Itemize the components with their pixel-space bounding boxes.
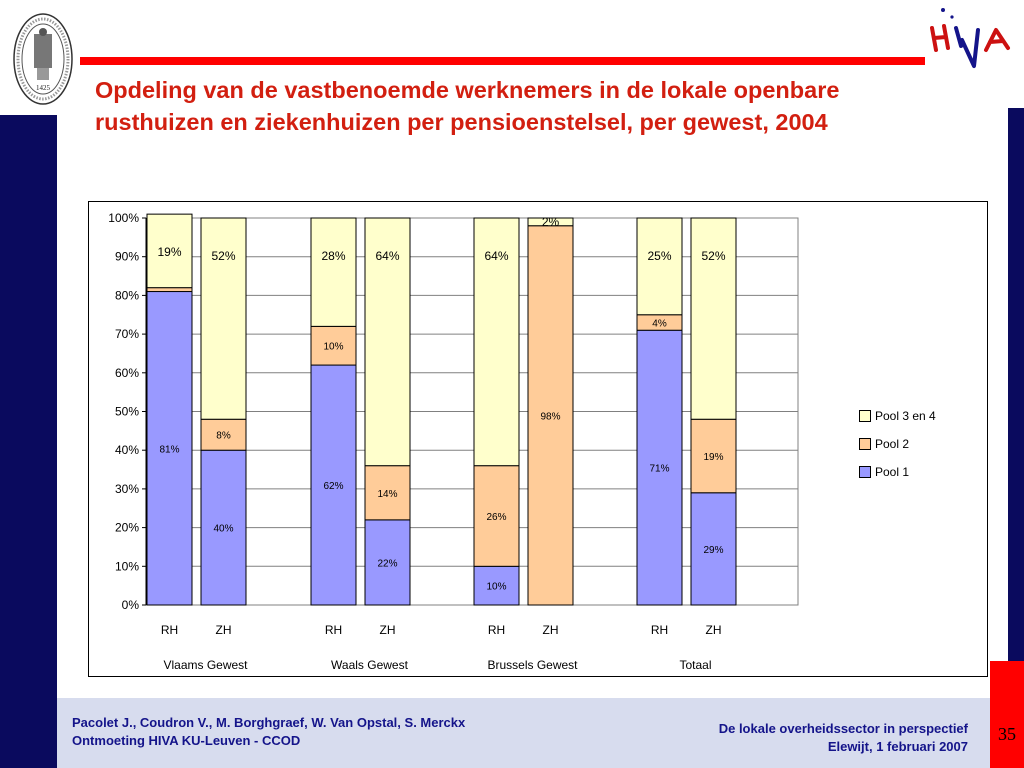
legend-item: Pool 1 — [859, 458, 936, 486]
y-tick-label: 20% — [115, 521, 139, 535]
data-label: 71% — [649, 464, 669, 475]
x-tick-label: RH — [488, 623, 505, 637]
left-navy-band — [0, 115, 57, 768]
x-tick-label: ZH — [543, 623, 559, 637]
legend-item: Pool 2 — [859, 430, 936, 458]
bar-segment — [690, 217, 737, 420]
y-tick-label: 0% — [122, 598, 140, 612]
data-label: 14% — [377, 489, 397, 500]
bar-segment — [636, 217, 683, 316]
group-label: Vlaams Gewest — [163, 658, 248, 672]
bar-segment — [364, 465, 411, 521]
y-tick-label: 100% — [108, 211, 139, 225]
legend-label: Pool 2 — [875, 437, 910, 451]
footer-presentation-info: De lokale overheidssector in perspectief… — [719, 720, 968, 756]
bar-segment — [146, 213, 193, 289]
bar-segment — [473, 465, 520, 567]
data-label: 10% — [486, 582, 506, 593]
slide-title: Opdeling van de vastbenoemde werknemers … — [95, 77, 840, 135]
y-tick-label: 60% — [115, 366, 139, 380]
chart-legend: Pool 3 en 4 Pool 2 Pool 1 — [859, 402, 936, 486]
y-tick-label: 70% — [115, 327, 139, 341]
data-label: 22% — [377, 558, 397, 569]
footer-event: Ontmoeting HIVA KU-Leuven - CCOD — [72, 733, 301, 748]
data-label: 19% — [703, 452, 723, 463]
y-tick-label: 90% — [115, 250, 139, 264]
data-label: 40% — [213, 524, 233, 535]
bar-segment — [200, 449, 247, 606]
legend-label: Pool 1 — [875, 465, 910, 479]
x-tick-label: RH — [651, 623, 668, 637]
data-label: 26% — [486, 512, 506, 523]
footer-authors: Pacolet J., Coudron V., M. Borghgraef, W… — [72, 715, 466, 730]
data-label: 81% — [159, 444, 179, 455]
bar-segment — [310, 217, 357, 327]
footer-date: Elewijt, 1 februari 2007 — [827, 739, 968, 754]
data-label: 52% — [211, 249, 235, 263]
bar-segment — [364, 519, 411, 606]
bar-segment — [146, 291, 193, 606]
x-tick-label: ZH — [380, 623, 396, 637]
y-tick-label: 50% — [115, 405, 139, 419]
data-label: 4% — [652, 318, 667, 329]
bar-segment — [473, 565, 520, 606]
data-label: 64% — [375, 249, 399, 263]
legend-label: Pool 3 en 4 — [875, 409, 936, 423]
data-label: 98% — [540, 411, 560, 422]
data-label: 52% — [701, 249, 725, 263]
page-number: 35 — [998, 724, 1016, 744]
data-label: 64% — [484, 249, 508, 263]
bar-segment — [636, 329, 683, 606]
x-tick-label: ZH — [216, 623, 232, 637]
footer-presentation-title: De lokale overheidssector in perspectief — [718, 721, 968, 736]
footer-bar: Pacolet J., Coudron V., M. Borghgraef, W… — [57, 698, 990, 768]
hiva-logo — [930, 8, 1010, 68]
data-label: 62% — [323, 481, 343, 492]
legend-swatch — [859, 466, 871, 478]
legend-swatch — [859, 410, 871, 422]
group-label: Waals Gewest — [331, 658, 409, 672]
bar-segment — [364, 217, 411, 467]
data-label: 10% — [323, 342, 343, 353]
bar-segment — [200, 217, 247, 420]
university-seal-logo: 1425 — [13, 13, 73, 105]
footer-credits: Pacolet J., Coudron V., M. Borghgraef, W… — [72, 714, 465, 750]
right-navy-band — [1008, 108, 1024, 661]
bar-segment — [310, 364, 357, 606]
y-tick-label: 80% — [115, 288, 139, 302]
stacked-bar-chart: 0%10%20%30%40%50%60%70%80%90%100%81%1%19… — [108, 211, 799, 672]
data-label: 28% — [321, 249, 345, 263]
top-red-rule — [80, 57, 925, 65]
data-label: 25% — [647, 249, 671, 263]
bar-segment — [200, 418, 247, 451]
legend-item: Pool 3 en 4 — [859, 402, 936, 430]
bar-segment — [527, 225, 574, 606]
data-label: 8% — [216, 431, 231, 442]
group-label: Totaal — [679, 658, 711, 672]
y-tick-label: 40% — [115, 443, 139, 457]
bar-segment — [310, 325, 357, 366]
bar-segment — [146, 287, 193, 293]
data-label: 2% — [542, 215, 560, 229]
right-red-band — [990, 661, 1024, 768]
seal-year: 1425 — [36, 84, 51, 92]
data-label: 29% — [703, 545, 723, 556]
x-tick-label: RH — [325, 623, 342, 637]
x-tick-label: RH — [161, 623, 178, 637]
bar-segment — [473, 217, 520, 467]
data-label: 19% — [157, 245, 181, 259]
y-tick-label: 10% — [115, 559, 139, 573]
legend-swatch — [859, 438, 871, 450]
bar-segment — [527, 217, 574, 227]
chart-frame: 0%10%20%30%40%50%60%70%80%90%100%81%1%19… — [88, 201, 988, 677]
x-tick-label: ZH — [706, 623, 722, 637]
group-label: Brussels Gewest — [487, 658, 578, 672]
y-tick-label: 30% — [115, 482, 139, 496]
